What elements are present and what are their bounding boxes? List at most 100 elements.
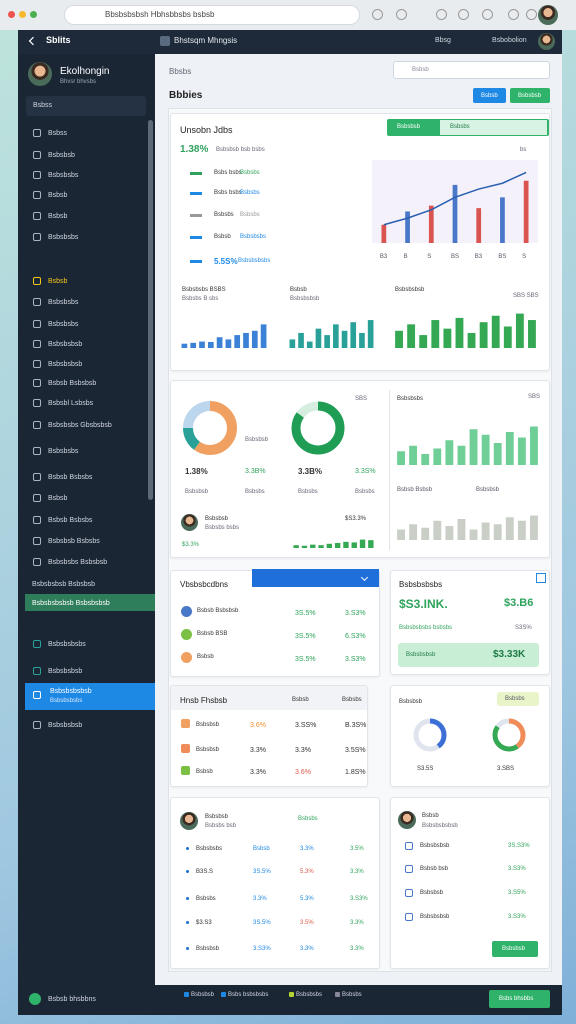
bar	[409, 445, 418, 465]
browser-icon[interactable]	[436, 9, 447, 20]
person-sub: Bsbsbsbsbsb	[422, 823, 458, 829]
bar	[350, 322, 357, 348]
bar	[298, 332, 304, 348]
menu-item[interactable]: Bsbsb	[48, 495, 68, 502]
bar	[260, 324, 267, 348]
menu-item[interactable]: Bsbsb	[48, 278, 68, 285]
menu-item[interactable]: Bsbsb	[48, 213, 68, 220]
donut-value: 3.3B%	[245, 468, 266, 475]
header-link[interactable]: Bbsg	[435, 37, 451, 44]
value-sub: S3S%	[515, 625, 532, 631]
bar	[433, 520, 442, 540]
menu-item[interactable]: Bsbsbsb	[48, 152, 75, 159]
cell: 3.3%	[300, 946, 314, 952]
header-user[interactable]: Bsbobolion	[492, 37, 527, 44]
button[interactable]	[492, 941, 538, 957]
menu-item[interactable]: Bsbsbsbs	[48, 448, 79, 455]
bar	[216, 337, 223, 348]
menu-item[interactable]: Bsbsbsbs	[48, 172, 79, 179]
menu-item[interactable]: Bsbss	[48, 130, 68, 137]
browser-icon[interactable]	[508, 9, 519, 20]
x-tick-label: S	[522, 254, 527, 260]
bar	[359, 332, 365, 348]
menu-icon	[33, 494, 41, 502]
row-label: Bsbsbsbs	[196, 846, 223, 852]
browser-icon[interactable]	[458, 9, 469, 20]
footer-link[interactable]: Bsbsbs	[342, 992, 362, 998]
menu-item[interactable]: Bsbsb Bsbsbs	[48, 474, 93, 481]
bar	[326, 543, 333, 548]
footer-link[interactable]: Bsbs bsbsbsbs	[228, 992, 269, 998]
menu-item[interactable]: Bsbsbsbs	[48, 321, 79, 328]
menu-item[interactable]: Bsbsb	[48, 192, 68, 199]
person-value: $S3.3%	[345, 516, 367, 522]
row-icon	[405, 913, 413, 921]
person-sub: Bsbsbs bsb	[205, 823, 237, 829]
tab[interactable]: Bsbsbs	[450, 124, 470, 130]
search-box[interactable]	[393, 61, 550, 79]
small-label: $3.3%	[182, 542, 200, 548]
axis-label: Bsbsbsb	[476, 487, 500, 493]
mini-title: Bsbsbsbsb	[395, 287, 425, 293]
footer-link[interactable]: Bsbsbsb	[191, 992, 215, 998]
menu-icon	[33, 558, 41, 566]
expand-icon[interactable]	[536, 573, 546, 583]
row-marker	[190, 236, 202, 239]
button[interactable]	[489, 990, 550, 1008]
x-tick-label: B	[403, 254, 408, 260]
menu-item[interactable]: Bsbsbsbs Gbsbsbsb	[48, 422, 112, 429]
footer-icon	[29, 993, 41, 1005]
menu-item[interactable]: Bsbsbsbsb	[48, 361, 83, 368]
bar	[293, 545, 299, 548]
bar-chart	[397, 426, 538, 465]
menu-item[interactable]: Bsbsb Bsbsbs	[48, 517, 93, 524]
footer-link[interactable]: Bsbsbsbs	[296, 992, 323, 998]
person-name: Bsbsbsb	[205, 814, 229, 820]
browser-icon[interactable]	[372, 9, 383, 20]
browser-icon[interactable]	[482, 9, 493, 20]
menu-item[interactable]: Bsbsbsbsb	[48, 722, 83, 729]
menu-item[interactable]: Bsbsb Bsbsbsb	[48, 380, 97, 387]
button[interactable]	[510, 88, 550, 103]
menu-item[interactable]: Bsbsbsbs	[48, 234, 79, 241]
card	[390, 797, 550, 969]
menu-item[interactable]: Bsbsbsbsb	[48, 341, 83, 348]
donut-value: 1.38%	[185, 467, 208, 476]
row-icon	[405, 889, 413, 897]
bar	[243, 332, 249, 348]
bar	[469, 429, 478, 465]
app-tab[interactable]: Bhstsqm Mhngsis	[174, 36, 238, 45]
cell: 3.5%	[300, 920, 314, 926]
bar	[343, 541, 349, 548]
menu-item[interactable]: Bsbsbsbsb Bsbsbsb	[32, 581, 96, 588]
browser-icon[interactable]	[396, 9, 407, 20]
menu-item[interactable]: Bsbsbl Lsbsbs	[48, 400, 94, 407]
cell: 3.6%	[250, 722, 266, 729]
row-dot	[186, 947, 189, 950]
bar	[341, 330, 348, 348]
footer-bar	[18, 985, 562, 1015]
button[interactable]	[473, 88, 506, 103]
tab[interactable]: Bsbsbsb	[397, 124, 421, 130]
menu-item[interactable]: Bsbsbsb Bsbsbs	[48, 538, 100, 545]
bar	[207, 341, 214, 348]
menu-active[interactable]	[25, 683, 155, 710]
menu-icon	[33, 277, 41, 285]
menu-highlight[interactable]	[25, 594, 155, 611]
menu-icon	[33, 360, 41, 368]
menu-item[interactable]: Bsbsbsbs	[48, 299, 79, 306]
row-value: Bsbsbs	[240, 190, 260, 196]
badge-label: Bsbsbs	[505, 696, 525, 702]
mini-sub: Bsbsbs B sbs	[182, 296, 219, 302]
menu-item[interactable]: Bsbsbsbsbs	[48, 641, 86, 648]
row-icon	[181, 719, 190, 728]
bar	[368, 540, 374, 548]
menu-item[interactable]: Bsbsbsbsb	[48, 668, 83, 675]
menu-item[interactable]: Bsbsbsbs Bsbsbsb	[48, 559, 108, 566]
row-label: Bsbsbs	[196, 896, 216, 902]
browser-icon[interactable]	[526, 9, 537, 20]
bar	[515, 313, 524, 348]
bar	[409, 524, 418, 540]
cell: 3S.5%	[253, 869, 271, 875]
row-value: 3.S3%	[345, 656, 366, 663]
